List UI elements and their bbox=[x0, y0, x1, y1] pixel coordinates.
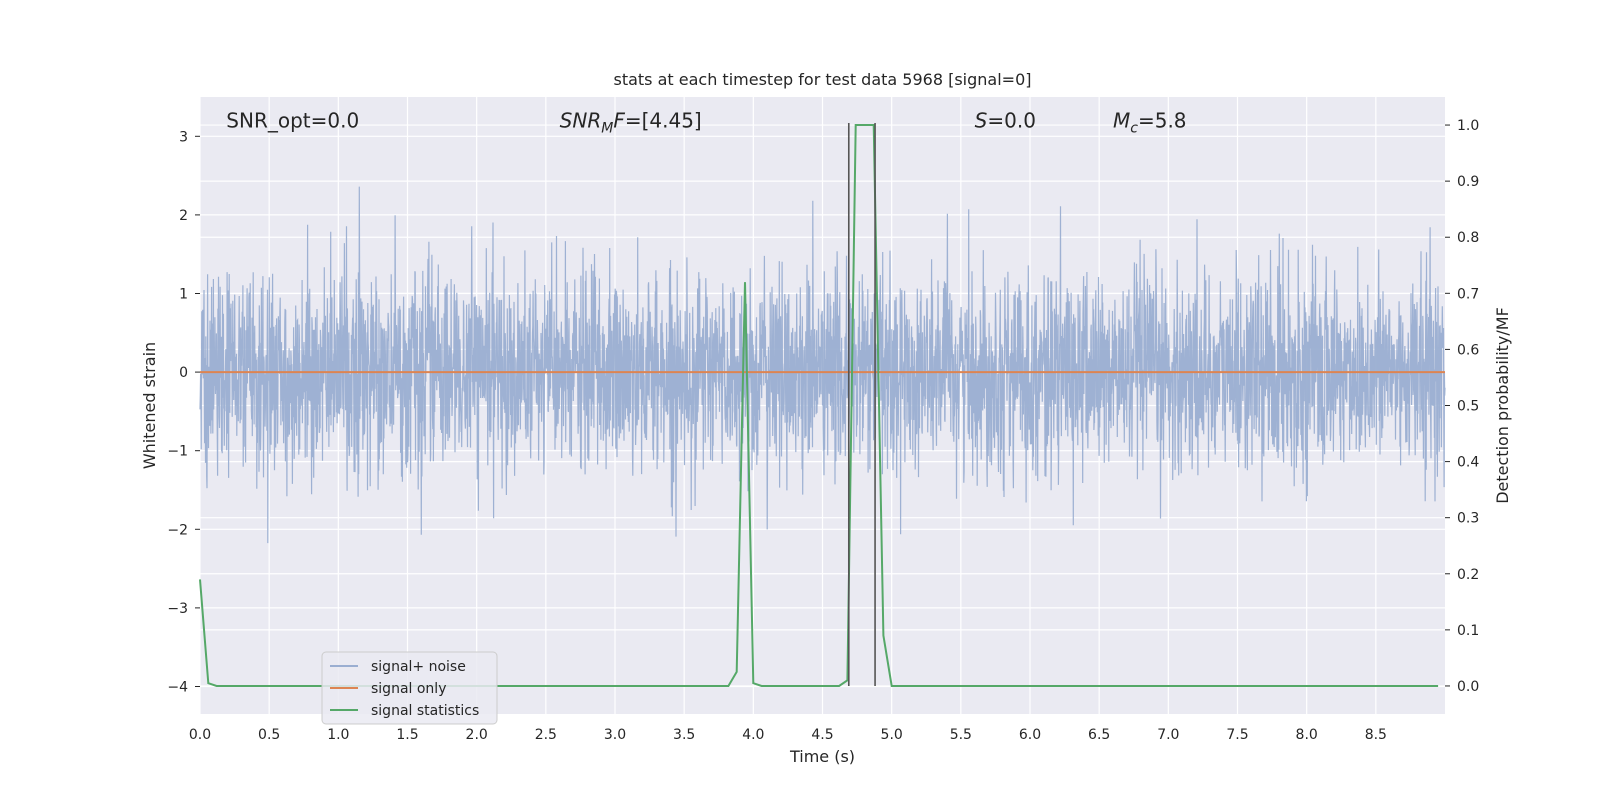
noise-series-group bbox=[199, 186, 1446, 544]
y-tick-label-right: 1.0 bbox=[1457, 118, 1479, 134]
x-tick-label: 7.0 bbox=[1157, 727, 1179, 743]
x-axis-label: Time (s) bbox=[789, 747, 855, 766]
y-tick-label-right: 0.4 bbox=[1457, 455, 1479, 471]
y-tick-label-left: 3 bbox=[179, 129, 188, 145]
y-tick-label-left: 0 bbox=[179, 365, 188, 381]
x-tick-label: 4.5 bbox=[811, 727, 833, 743]
annotation-part: =[4.45] bbox=[625, 109, 702, 133]
annotation-part: F bbox=[613, 109, 625, 133]
x-tick-label: 0.5 bbox=[258, 727, 280, 743]
y-tick-label-left: −3 bbox=[167, 601, 188, 617]
annotation-part: M bbox=[1113, 109, 1130, 133]
y-tick-label-right: 0.1 bbox=[1457, 623, 1479, 639]
legend-label: signal+ noise bbox=[371, 659, 466, 675]
y-tick-label-right: 0.7 bbox=[1457, 286, 1479, 302]
annotation-text: Mc=5.8 bbox=[1113, 109, 1187, 137]
y-tick-label-left: −4 bbox=[167, 679, 188, 695]
legend: signal+ noise signal only signal statistic… bbox=[321, 651, 498, 725]
x-tick-label: 0.0 bbox=[189, 727, 211, 743]
annotation-part: c bbox=[1130, 121, 1138, 137]
legend-label: signal statistics bbox=[371, 703, 479, 719]
x-tick-label: 6.5 bbox=[1088, 727, 1110, 743]
chart-title: stats at each timestep for test data 596… bbox=[613, 70, 1031, 89]
y-tick-label-right: 0.2 bbox=[1457, 567, 1479, 583]
y-axis-label-left: Whitened strain bbox=[140, 342, 159, 469]
annotation-part: S bbox=[975, 109, 988, 133]
x-tick-label: 7.5 bbox=[1226, 727, 1248, 743]
annotation-part: M bbox=[601, 121, 613, 137]
annotations: SNR_opt=0.0 SNRMF=[4.45] S=0.0 Mc=5.8 bbox=[226, 109, 1186, 137]
tick-labels: 0.0 0.5 1.0 1.5 2.0 2.5 3.0 3.5 4.0 4.5 5.0 5.5 6.0 6… bbox=[167, 118, 1479, 743]
y-tick-label-right: 0.3 bbox=[1457, 511, 1479, 527]
x-tick-label: 3.5 bbox=[673, 727, 695, 743]
x-tick-label: 8.5 bbox=[1365, 727, 1387, 743]
y-tick-label-right: 0.0 bbox=[1457, 679, 1479, 695]
legend-box bbox=[321, 651, 498, 725]
x-tick-label: 5.5 bbox=[950, 727, 972, 743]
vertical-markers bbox=[847, 123, 876, 686]
x-tick-label: 1.0 bbox=[327, 727, 349, 743]
y-tick-label-left: 1 bbox=[179, 286, 188, 302]
x-tick-label: 1.5 bbox=[396, 727, 418, 743]
x-tick-label: 6.0 bbox=[1019, 727, 1041, 743]
x-tick-label: 2.5 bbox=[535, 727, 557, 743]
y-tick-label-left: 2 bbox=[179, 208, 188, 224]
y-tick-label-right: 0.8 bbox=[1457, 230, 1479, 246]
y-tick-label-left: −1 bbox=[167, 444, 188, 460]
y-tick-label-left: −2 bbox=[167, 522, 188, 538]
annotation-part: =0.0 bbox=[987, 109, 1036, 133]
x-tick-label: 4.0 bbox=[742, 727, 764, 743]
annotation-part: =5.8 bbox=[1138, 109, 1187, 133]
annotation-text: SNRMF=[4.45] bbox=[560, 109, 702, 137]
series-line-signal-noise bbox=[199, 186, 1446, 544]
annotation-text: S=0.0 bbox=[975, 109, 1036, 133]
x-tick-label: 3.0 bbox=[604, 727, 626, 743]
y-axis-label-right: Detection probability/MF bbox=[1493, 307, 1512, 504]
y-tick-label-right: 0.6 bbox=[1457, 342, 1479, 358]
x-tick-label: 8.0 bbox=[1296, 727, 1318, 743]
x-tick-label: 5.0 bbox=[881, 727, 903, 743]
annotation-text: SNR_opt=0.0 bbox=[226, 109, 359, 133]
legend-label: signal only bbox=[371, 681, 446, 697]
annotation-part: SNR bbox=[560, 109, 602, 133]
y-tick-label-right: 0.5 bbox=[1457, 399, 1479, 415]
y-tick-label-right: 0.9 bbox=[1457, 174, 1479, 190]
x-tick-label: 2.0 bbox=[466, 727, 488, 743]
